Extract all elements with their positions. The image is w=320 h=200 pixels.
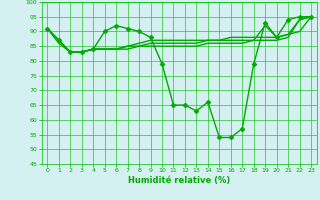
X-axis label: Humidité relative (%): Humidité relative (%) bbox=[128, 176, 230, 185]
